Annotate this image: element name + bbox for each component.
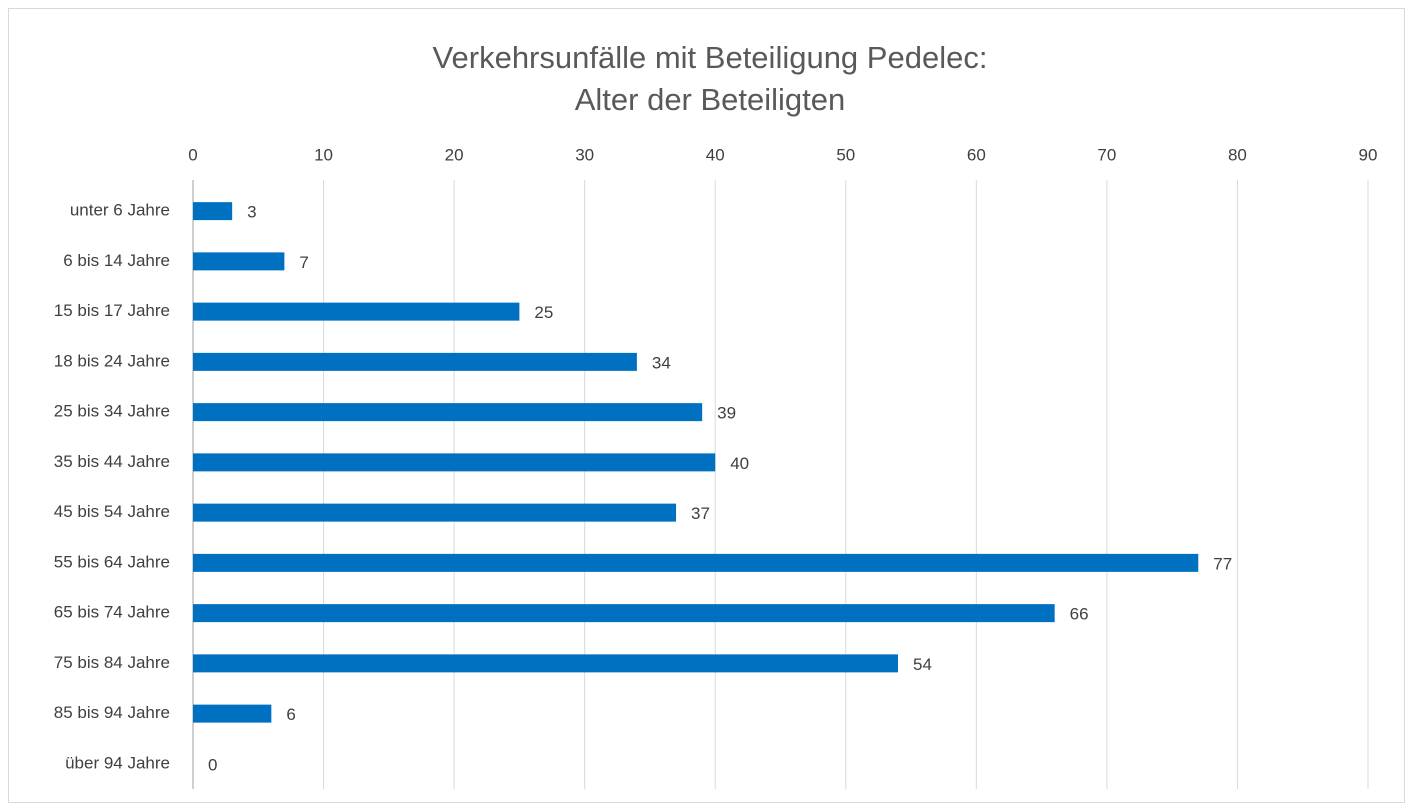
data-label: 40 (730, 454, 749, 473)
bar (193, 403, 703, 422)
chart-title: Verkehrsunfälle mit Beteiligung Pedelec: (433, 40, 988, 75)
y-tick-label: 45 bis 54 Jahre (54, 502, 170, 521)
bar (193, 453, 716, 472)
x-tick-label: 30 (575, 145, 594, 164)
y-tick-label: über 94 Jahre (65, 753, 170, 772)
bar (193, 202, 233, 221)
data-label: 25 (534, 303, 553, 322)
y-tick-label: 18 bis 24 Jahre (54, 351, 170, 370)
data-label: 66 (1070, 605, 1089, 624)
y-tick-label: 25 bis 34 Jahre (54, 402, 170, 421)
data-label: 34 (652, 353, 671, 372)
x-tick-label: 0 (188, 145, 197, 164)
bar (193, 252, 285, 271)
y-tick-label: 65 bis 74 Jahre (54, 603, 170, 622)
x-tick-label: 60 (967, 145, 986, 164)
x-tick-label: 10 (314, 145, 333, 164)
y-tick-label: 55 bis 64 Jahre (54, 552, 170, 571)
bar (193, 654, 898, 673)
bar (193, 604, 1055, 623)
y-tick-label: 75 bis 84 Jahre (54, 653, 170, 672)
x-tick-label: 40 (706, 145, 725, 164)
bar (193, 503, 677, 522)
y-tick-label: unter 6 Jahre (70, 201, 170, 220)
bar (193, 553, 1199, 572)
y-tick-label: 15 bis 17 Jahre (54, 301, 170, 320)
bar (193, 302, 520, 321)
bar (193, 704, 272, 723)
x-tick-label: 90 (1359, 145, 1378, 164)
y-tick-label: 85 bis 94 Jahre (54, 703, 170, 722)
data-label: 0 (208, 755, 217, 774)
x-tick-label: 50 (836, 145, 855, 164)
data-label: 6 (286, 705, 295, 724)
data-label: 77 (1213, 554, 1232, 573)
x-tick-label: 80 (1228, 145, 1247, 164)
x-tick-label: 20 (445, 145, 464, 164)
y-tick-label: 6 bis 14 Jahre (63, 251, 170, 270)
data-label: 37 (691, 504, 710, 523)
x-tick-label: 70 (1097, 145, 1116, 164)
chart-title: Alter der Beteiligten (575, 82, 846, 117)
data-label: 54 (913, 655, 932, 674)
data-label: 7 (299, 253, 308, 272)
data-label: 3 (247, 203, 256, 222)
y-tick-label: 35 bis 44 Jahre (54, 452, 170, 471)
bar (193, 352, 637, 371)
data-label: 39 (717, 404, 736, 423)
